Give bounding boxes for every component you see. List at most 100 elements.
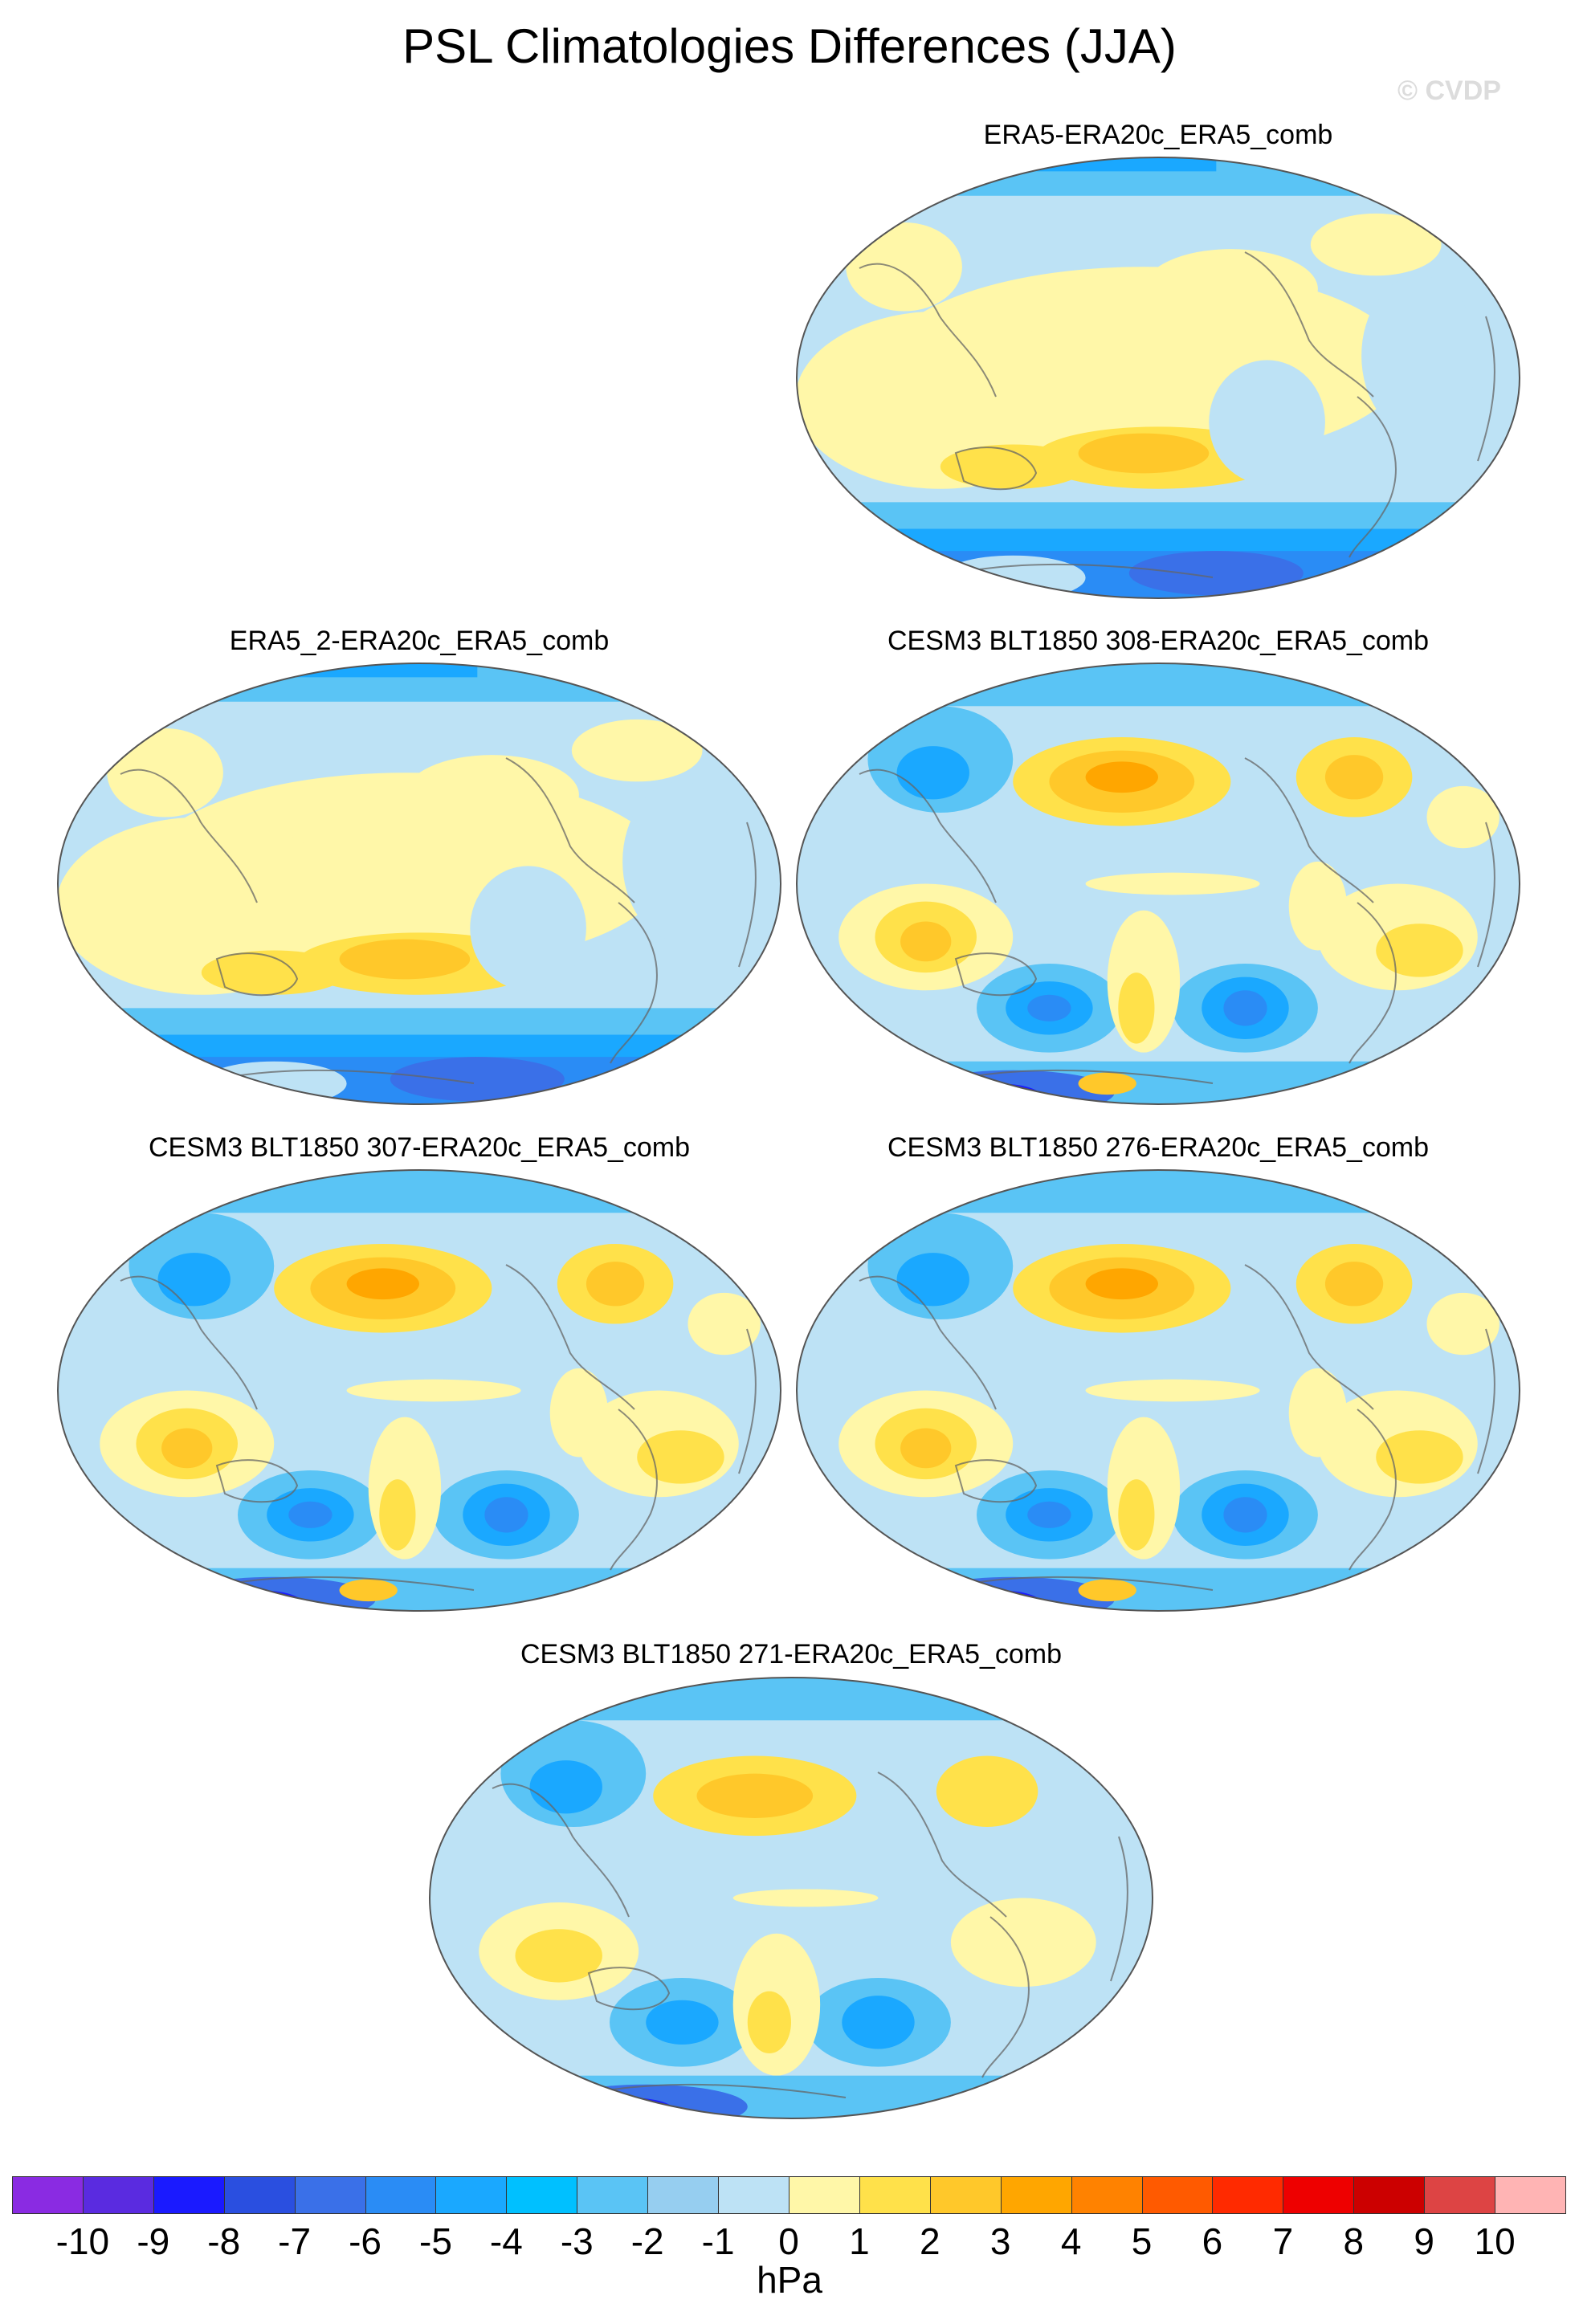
colorbar-box xyxy=(294,2176,366,2214)
coastline xyxy=(1477,1328,1495,1474)
coastline xyxy=(955,563,1214,578)
contour-blob xyxy=(1376,1430,1463,1484)
contour-blob xyxy=(58,817,347,995)
colorbar-tick-label: 10 xyxy=(1474,2220,1516,2262)
contour-blob xyxy=(339,939,471,980)
colorbar xyxy=(12,2176,1566,2214)
coastline xyxy=(610,902,658,1064)
map-panel xyxy=(796,1169,1520,1612)
coastline xyxy=(954,446,1038,491)
contour-blob xyxy=(515,1929,602,1983)
contour-blob xyxy=(732,1889,879,1907)
contour-blob xyxy=(896,746,969,800)
contour-blob xyxy=(846,222,962,312)
map-panel xyxy=(796,663,1520,1105)
panel-caption: CESM3 BLT1850 308-ERA20c_ERA5_comb xyxy=(887,626,1430,656)
southern-negative-band xyxy=(430,2075,1153,2118)
coastline xyxy=(1244,757,1374,903)
contour-blob xyxy=(646,2000,719,2045)
colorbar-box xyxy=(1141,2176,1214,2214)
colorbar-tick-label: -6 xyxy=(349,2220,381,2262)
contour-field xyxy=(797,1170,1520,1611)
contour-blob xyxy=(1085,761,1158,793)
colorbar-tick-label: 3 xyxy=(989,2220,1011,2262)
panel-caption: CESM3 BLT1850 307-ERA20c_ERA5_comb xyxy=(148,1132,691,1163)
colorbar-tick-label: -3 xyxy=(560,2220,594,2262)
contour-blob xyxy=(404,755,579,835)
coastline xyxy=(955,1069,1214,1084)
contour-blob xyxy=(936,1755,1038,1828)
coastline xyxy=(120,769,258,903)
contour-blob xyxy=(1223,990,1267,1026)
coastline xyxy=(215,952,299,997)
colorbar-tick-label: -4 xyxy=(489,2220,523,2262)
colorbar-tick-label: 2 xyxy=(920,2220,940,2262)
colorbar-tick-label: -10 xyxy=(55,2220,110,2262)
coastline xyxy=(859,769,997,903)
colorbar-box xyxy=(647,2176,720,2214)
contour-blob xyxy=(346,1268,419,1300)
arctic-band xyxy=(430,1678,1153,1721)
contour-blob xyxy=(940,555,1086,598)
coastline xyxy=(981,1916,1030,2078)
coastline xyxy=(216,1069,475,1084)
contour-blob xyxy=(585,1262,645,1307)
coastline xyxy=(954,1459,1038,1503)
contour-blob xyxy=(622,781,739,942)
contour-blob xyxy=(1143,249,1318,329)
coastline xyxy=(1348,396,1397,558)
contour-blob xyxy=(346,1379,521,1402)
colorbar-box xyxy=(718,2176,790,2214)
contour-blob xyxy=(1223,1497,1267,1533)
contour-blob xyxy=(1078,1579,1136,1602)
colorbar-tick-label: 4 xyxy=(1060,2220,1082,2262)
contour-blob xyxy=(470,866,586,991)
figure-title: PSL Climatologies Differences (JJA) xyxy=(402,19,1177,73)
contour-blob xyxy=(896,1253,969,1307)
contour-field xyxy=(797,663,1520,1104)
colorbar-tick-label: 0 xyxy=(778,2220,799,2262)
contour-blob xyxy=(1426,1292,1499,1356)
contour-blob xyxy=(1085,1268,1158,1300)
contour-blob xyxy=(1078,433,1210,474)
arctic-band xyxy=(797,1170,1520,1213)
contour-blob xyxy=(529,1760,602,1814)
map-border xyxy=(796,1169,1520,1612)
coastline xyxy=(877,1772,1007,1918)
colorbar-tick-label: -8 xyxy=(207,2220,241,2262)
map-panel xyxy=(57,1169,781,1612)
colorbar-box xyxy=(82,2176,154,2214)
colorbar-box xyxy=(12,2176,84,2214)
map-border xyxy=(429,1677,1153,2119)
contour-blob xyxy=(1426,785,1499,849)
coastline xyxy=(859,263,997,398)
contour-blob xyxy=(549,1368,609,1458)
coastlines xyxy=(120,1264,757,1591)
colorbar-box xyxy=(1000,2176,1072,2214)
contour-blob xyxy=(1288,1368,1348,1458)
panel-caption: ERA5_2-ERA20c_ERA5_comb xyxy=(229,626,610,656)
panel-caption: CESM3 BLT1850 271-ERA20c_ERA5_comb xyxy=(520,1639,1063,1670)
colorbar-box xyxy=(1424,2176,1496,2214)
contour-blob xyxy=(747,1991,791,2054)
colorbar-box xyxy=(1353,2176,1426,2214)
contour-blob xyxy=(1310,213,1442,276)
coastline xyxy=(505,757,635,903)
contour-blob xyxy=(1078,1072,1136,1095)
contour-field xyxy=(797,157,1520,598)
colorbar-units: hPa xyxy=(757,2259,822,2301)
colorbar-box xyxy=(1283,2176,1355,2214)
contour-blob xyxy=(797,311,1086,489)
southern-negative-band xyxy=(797,1568,1520,1611)
coastline xyxy=(1477,316,1495,462)
southern-negative-band xyxy=(58,1568,781,1611)
coastline xyxy=(1348,1409,1397,1571)
contour-blob xyxy=(1324,1262,1384,1307)
contour-blob xyxy=(1361,275,1478,436)
contour-blob xyxy=(842,1996,915,2049)
southern-negative-band xyxy=(797,1061,1520,1104)
contour-blob xyxy=(1118,972,1155,1044)
colorbar-box xyxy=(506,2176,578,2214)
contour-blob xyxy=(1118,1479,1155,1551)
colorbar-tick-label: -1 xyxy=(701,2220,735,2262)
